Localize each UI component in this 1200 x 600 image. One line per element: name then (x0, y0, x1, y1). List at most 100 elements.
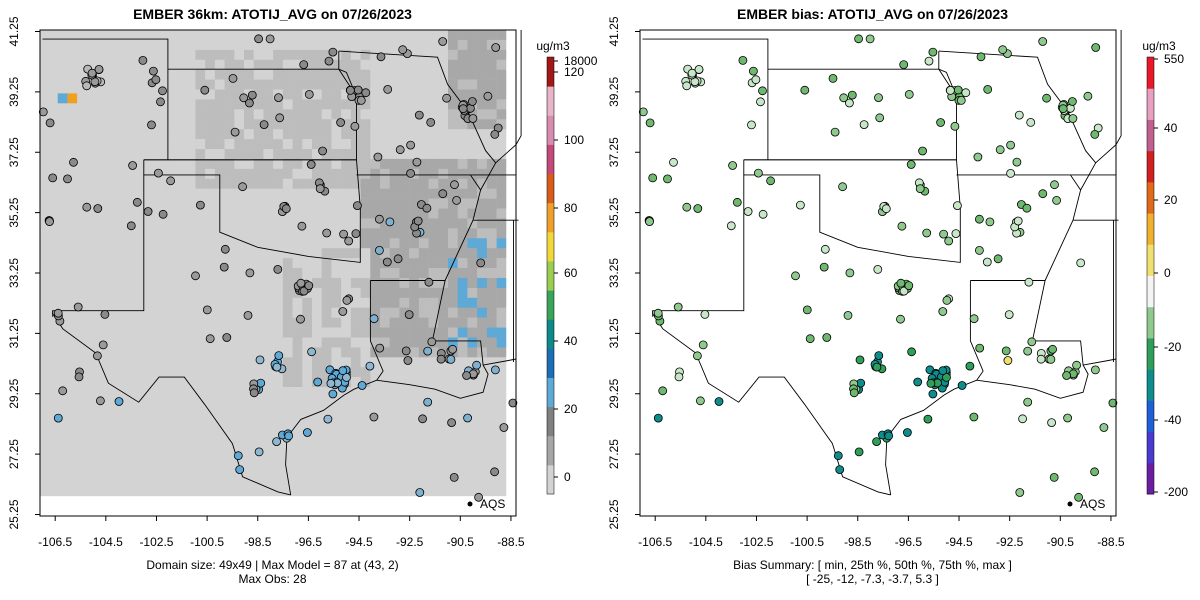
grid-cell (467, 476, 478, 487)
grid-cell (418, 297, 429, 309)
grid-cell (78, 129, 89, 140)
grid-cell (69, 506, 80, 517)
grid-cell (59, 59, 70, 70)
grid-cell (59, 79, 70, 90)
grid-cell (321, 30, 332, 41)
grid-cell (244, 129, 255, 140)
station-marker (415, 488, 425, 497)
grid-cell (59, 218, 70, 229)
grid-cell (341, 178, 352, 189)
grid-cell (214, 337, 225, 348)
grid-cell (234, 99, 245, 110)
grid-cell (40, 327, 51, 338)
x-tick-label: -100.5 (790, 535, 824, 549)
grid-cell (496, 377, 507, 388)
grid-cell (496, 496, 507, 507)
station-marker (953, 85, 963, 95)
grid-cell (244, 139, 255, 150)
grid-cell (253, 149, 264, 160)
grid-cell (49, 426, 60, 437)
grid-cell (205, 59, 216, 70)
grid-cell (418, 317, 429, 328)
grid-cell (263, 228, 274, 239)
grid-cell (477, 277, 488, 289)
grid-cell (137, 456, 148, 467)
grid-cell (477, 139, 488, 150)
grid-cell (312, 307, 323, 318)
grid-cell (137, 228, 148, 239)
grid-cell (69, 416, 80, 428)
station-marker (687, 68, 697, 78)
grid-cell (108, 228, 119, 239)
grid-cell (156, 506, 167, 517)
grid-cell (312, 367, 323, 378)
grid-cell (496, 79, 507, 90)
station-marker (63, 174, 72, 184)
grid-cell (244, 218, 255, 229)
grid-cell (282, 39, 293, 51)
grid-cell (205, 327, 216, 338)
station-marker (1001, 346, 1011, 356)
grid-cell (137, 476, 148, 487)
grid-cell (40, 277, 51, 289)
grid-cell (380, 268, 391, 279)
grid-cell (69, 248, 80, 259)
grid-cell (341, 347, 352, 358)
grid-cell (40, 387, 51, 398)
station-marker (272, 362, 282, 372)
grid-cell (127, 327, 138, 338)
grid-cell (486, 198, 497, 209)
y-tick-label: 29.25 (607, 378, 621, 408)
grid-cell (185, 387, 196, 398)
grid-cell (69, 307, 80, 318)
grid-cell (127, 228, 138, 239)
grid-cell (360, 248, 371, 259)
grid-cell (244, 396, 255, 408)
grid-cell (234, 377, 245, 388)
station-marker (1067, 97, 1077, 106)
grid-cell (195, 178, 206, 189)
grid-cell (40, 396, 51, 408)
grid-cell (282, 208, 293, 219)
grid-cell (263, 178, 274, 189)
grid-cell (418, 476, 429, 487)
grid-cell (506, 476, 517, 487)
grid-cell (108, 456, 119, 467)
grid-cell (88, 89, 99, 100)
station-marker (969, 314, 979, 324)
grid-cell (214, 59, 225, 70)
grid-cell (312, 99, 323, 110)
grid-cell (321, 99, 332, 110)
grid-cell (88, 277, 99, 289)
grid-cell (195, 496, 206, 507)
obs-stations (38, 34, 518, 502)
grid-cell (185, 347, 196, 358)
grid-cell (49, 198, 60, 209)
grid-cell (418, 30, 429, 41)
grid-cell (244, 228, 255, 239)
grid-cell (292, 406, 303, 418)
grid-cell (108, 109, 119, 120)
grid-cell (263, 446, 274, 457)
grid-cell (49, 49, 60, 61)
grid-cell (496, 59, 507, 70)
grid-cell (496, 486, 507, 497)
x-tick-label: -98.5 (244, 535, 272, 549)
grid-cell (331, 79, 342, 90)
grid-cell (78, 188, 89, 199)
grid-cell (234, 436, 245, 447)
grid-cell (477, 208, 488, 219)
grid-cell (467, 387, 478, 398)
grid-cell (350, 367, 361, 378)
grid-cell (176, 307, 187, 318)
grid-cell (78, 218, 89, 229)
grid-cell (292, 228, 303, 239)
station-marker (904, 281, 914, 291)
grid-cell (40, 357, 51, 368)
grid-cell (98, 89, 109, 100)
grid-cell (321, 327, 332, 338)
grid-cell (302, 436, 313, 447)
grid-cell (78, 178, 89, 189)
grid-cell (185, 49, 196, 61)
grid-cell (302, 139, 313, 150)
